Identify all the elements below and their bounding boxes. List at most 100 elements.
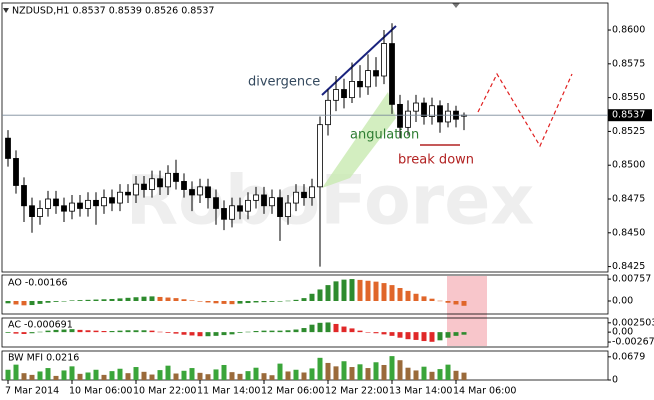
candle-body [325, 99, 331, 126]
histogram-bar [189, 332, 195, 336]
histogram-bar [429, 371, 435, 380]
histogram-bar [141, 371, 147, 380]
y-tick-label: 0.00757 [612, 274, 651, 285]
histogram-bar [389, 285, 395, 301]
histogram-bar [325, 322, 331, 333]
candle-body [13, 158, 19, 186]
y-tick-label: 0.00 [612, 327, 633, 338]
histogram-bar [389, 332, 395, 336]
histogram-bar [109, 371, 115, 380]
histogram-bar [413, 293, 419, 301]
histogram-bar [277, 301, 283, 302]
candle-body [413, 102, 419, 112]
histogram-bar [437, 369, 443, 380]
histogram-bar [261, 301, 267, 303]
histogram-bar [213, 332, 219, 336]
candle-body [85, 199, 91, 209]
histogram-bar [149, 330, 155, 333]
last-price-box [608, 109, 652, 122]
histogram-bar [213, 301, 219, 304]
y-tick-label: 0.8600 [612, 25, 645, 36]
histogram-bar [373, 362, 379, 380]
candle-body [37, 208, 43, 217]
panel-title: NZDUSD,H1 0.8537 0.8539 0.8526 0.8537 [12, 6, 214, 17]
candle-body [125, 191, 131, 196]
histogram-bar [389, 356, 395, 380]
histogram-bar [157, 370, 163, 380]
histogram-bar [69, 300, 75, 301]
histogram-bar [253, 331, 259, 333]
histogram-bar [285, 330, 291, 333]
histogram-bar [405, 367, 411, 380]
y-tick-label: 0 [612, 375, 618, 386]
histogram-bar [317, 289, 323, 301]
x-tick-label: 10 Mar 22:00 [133, 386, 196, 397]
candle-body [29, 205, 35, 217]
histogram-bar [277, 330, 283, 333]
symbol-icon [3, 8, 9, 13]
histogram-bar [325, 285, 331, 301]
candle-body [293, 191, 299, 204]
candle-body [173, 172, 179, 182]
y-tick-label: 0.8425 [612, 261, 645, 272]
histogram-bar [229, 372, 235, 380]
candle-body [61, 205, 67, 212]
candle-body [213, 197, 219, 209]
histogram-bar [445, 364, 451, 380]
histogram-bar [301, 298, 307, 301]
histogram-bar [309, 368, 315, 380]
y-tick-label: 0.8500 [612, 160, 645, 171]
candle-body [285, 202, 291, 217]
histogram-bar [349, 328, 355, 333]
histogram-bar [301, 372, 307, 380]
x-tick-label: 12 Mar 22:00 [325, 386, 388, 397]
histogram-bar [429, 332, 435, 342]
histogram-bar [53, 329, 59, 333]
histogram-bar [445, 332, 451, 338]
candle-body [189, 189, 195, 196]
histogram-bar [133, 297, 139, 301]
histogram-bar [117, 298, 123, 301]
histogram-bar [37, 371, 43, 380]
histogram-bar [173, 298, 179, 301]
candle-body [53, 198, 59, 207]
histogram-bar [269, 301, 275, 302]
candle-body [397, 103, 403, 128]
histogram-bar [13, 364, 19, 380]
histogram-bar [29, 332, 35, 334]
histogram-bar [293, 299, 299, 301]
histogram-bar [349, 367, 355, 380]
histogram-bar [293, 329, 299, 333]
histogram-bar [221, 301, 227, 304]
candle-body [317, 124, 323, 188]
histogram-bar [93, 330, 99, 333]
histogram-bar [349, 279, 355, 301]
histogram-bar [333, 366, 339, 380]
x-tick-label: 7 Mar 2014 [5, 386, 59, 397]
panel-title: AC -0.000691 [8, 320, 73, 331]
histogram-bar [77, 300, 83, 301]
candle-body [437, 105, 443, 123]
histogram-bar [45, 301, 51, 303]
histogram-bar [37, 331, 43, 333]
candle-body [365, 70, 371, 88]
histogram-bar [397, 332, 403, 338]
histogram-bar [5, 332, 11, 333]
histogram-bar [277, 363, 283, 380]
y-tick-label: 0.002503 [612, 317, 654, 328]
histogram-bar [133, 367, 139, 380]
histogram-bar [45, 368, 51, 380]
histogram-bar [197, 301, 203, 302]
histogram-bar [117, 368, 123, 380]
y-tick-label: 0.8550 [612, 92, 645, 103]
histogram-bar [317, 322, 323, 333]
y-tick-label: 0.00 [612, 296, 633, 307]
panel-title: AO -0.00166 [8, 278, 68, 289]
histogram-bar [197, 372, 203, 380]
candle-body [229, 205, 235, 220]
candle-body [181, 181, 187, 190]
histogram-bar [149, 374, 155, 380]
watermark: RoboForex [126, 162, 534, 241]
histogram-bar [245, 301, 251, 304]
y-tick-label: 0.8525 [612, 126, 645, 137]
